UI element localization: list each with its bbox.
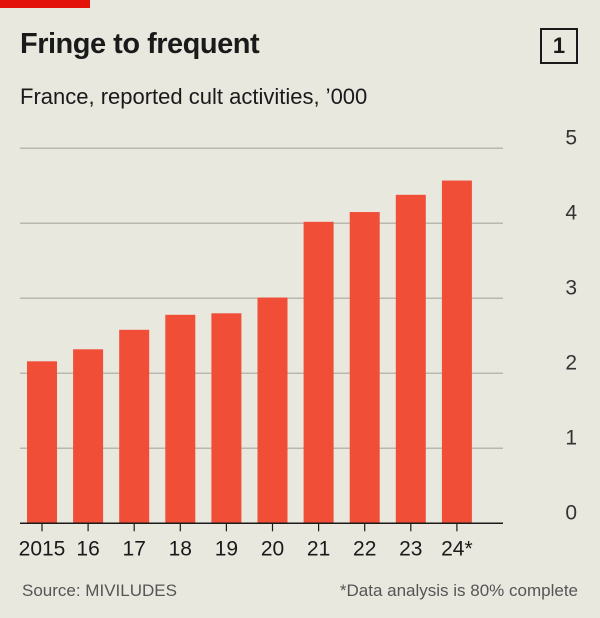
chart-number: 1 <box>540 28 578 64</box>
chart-title: Fringe to frequent <box>20 28 260 60</box>
y-tick-label: 5 <box>565 126 577 149</box>
bar-24* <box>441 180 472 524</box>
x-tick-label: 17 <box>123 537 146 560</box>
footnote: *Data analysis is 80% complete <box>339 581 578 600</box>
bar-19 <box>211 313 242 524</box>
bar-17 <box>119 329 150 524</box>
bar-20 <box>257 297 288 524</box>
y-tick-label: 1 <box>565 426 577 449</box>
bar-18 <box>165 314 196 524</box>
source-note: Source: MIVILUDES <box>22 581 177 600</box>
x-tick-label: 20 <box>261 537 284 560</box>
y-tick-label: 2 <box>565 351 577 374</box>
y-tick-label: 3 <box>565 276 577 299</box>
bar-16 <box>73 349 104 524</box>
y-tick-label: 0 <box>565 501 577 524</box>
x-tick-label: 19 <box>215 537 238 560</box>
bar-2015 <box>27 361 57 524</box>
x-tick-label: 23 <box>399 537 422 560</box>
x-tick-label: 2015 <box>19 537 66 560</box>
bar-21 <box>303 221 334 524</box>
chart-subtitle: France, reported cult activities, ’000 <box>20 84 368 109</box>
bar-23 <box>395 194 426 524</box>
x-tick-label: 18 <box>169 537 192 560</box>
x-tick-label: 24* <box>441 537 473 560</box>
x-tick-label: 22 <box>353 537 376 560</box>
x-tick-label: 16 <box>76 537 99 560</box>
brand-tag <box>0 0 90 8</box>
y-tick-label: 4 <box>565 201 577 224</box>
x-tick-label: 21 <box>307 537 330 560</box>
bar-22 <box>349 212 380 524</box>
